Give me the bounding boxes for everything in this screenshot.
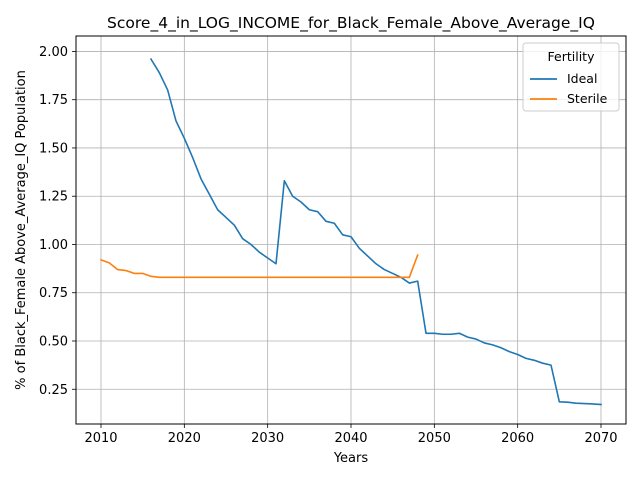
legend: Fertility Ideal Sterile [522,42,620,112]
y-tick-label: 2.00 [39,45,68,60]
y-tick-label: 0.25 [39,383,68,398]
legend-label-sterile: Sterile [567,91,608,106]
y-tick-label: 1.50 [39,141,68,156]
x-tick-label: 2070 [584,431,617,446]
legend-box [522,42,620,112]
series-lines [99,58,602,406]
x-tick-label: 2030 [251,431,284,446]
x-axis-label: Years [333,451,369,466]
y-tick-label: 1.25 [39,190,68,205]
legend-label-ideal: Ideal [567,71,597,86]
x-tick-label: 2020 [168,431,201,446]
y-tick-label: 0.50 [39,334,68,349]
x-tick-label: 2010 [84,431,117,446]
chart-title: Score_4_in_LOG_INCOME_for_Black_Female_A… [107,14,595,33]
x-tick-label: 2060 [501,431,534,446]
y-tick-label: 1.75 [39,93,68,108]
series-line-ideal [149,58,602,406]
y-axis-label: % of Black_Female Above_Average_IQ Popul… [14,70,29,390]
series-line-sterile [99,254,419,279]
y-tick-label: 0.75 [39,286,68,301]
x-tick-label: 2040 [334,431,367,446]
axis-ticks: 2010 2020 2030 2040 2050 2060 2070 0.25 0.50 0.75… [39,45,618,446]
x-tick-label: 2050 [418,431,451,446]
y-tick-label: 1.00 [39,238,68,253]
grid-lines [76,36,626,424]
legend-title: Fertility [548,49,596,64]
